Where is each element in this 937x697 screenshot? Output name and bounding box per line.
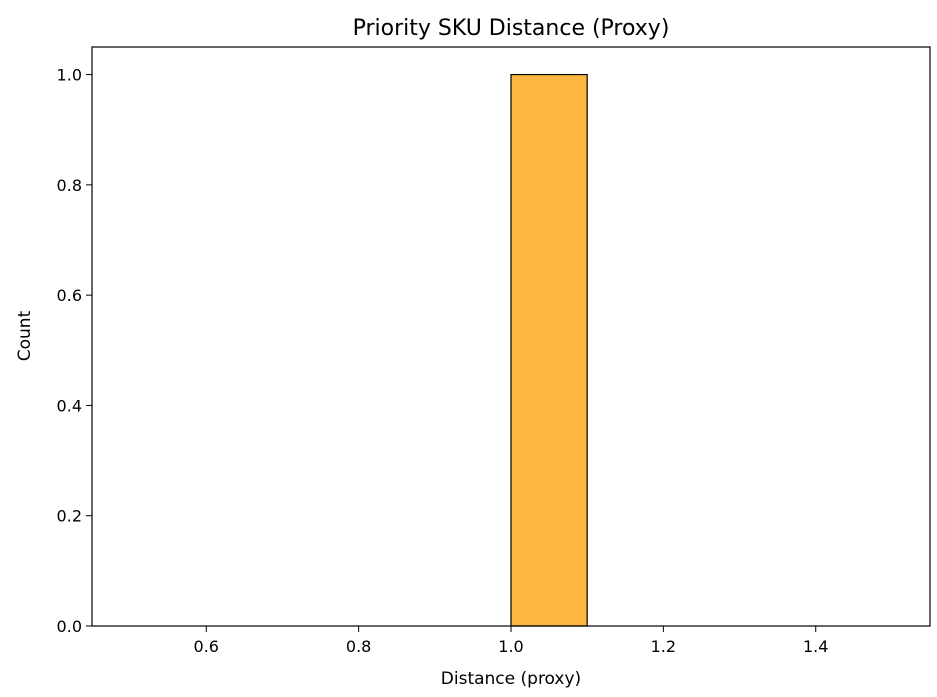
- y-tick-label: 0.2: [57, 507, 82, 526]
- y-tick-label: 0.0: [57, 617, 82, 636]
- chart-title: Priority SKU Distance (Proxy): [353, 16, 670, 41]
- x-axis-label: Distance (proxy): [441, 669, 581, 689]
- x-tick-label: 0.6: [194, 637, 219, 656]
- y-tick-label: 0.4: [57, 396, 82, 415]
- y-tick-label: 1.0: [57, 66, 82, 85]
- x-tick-label: 1.0: [498, 637, 523, 656]
- x-tick-label: 0.8: [346, 637, 371, 656]
- y-tick-label: 0.6: [57, 286, 82, 305]
- y-tick-label: 0.8: [57, 176, 82, 195]
- x-tick-label: 1.2: [651, 637, 676, 656]
- y-axis-ticks: 0.0 0.2 0.4 0.6 0.8 1.0: [57, 66, 92, 636]
- bars-group: [510, 73, 588, 627]
- histogram-bar: [510, 73, 588, 627]
- y-axis-label: Count: [15, 310, 35, 361]
- x-tick-label: 1.4: [803, 637, 828, 656]
- x-axis-ticks: 0.6 0.8 1.0 1.2 1.4: [194, 626, 828, 656]
